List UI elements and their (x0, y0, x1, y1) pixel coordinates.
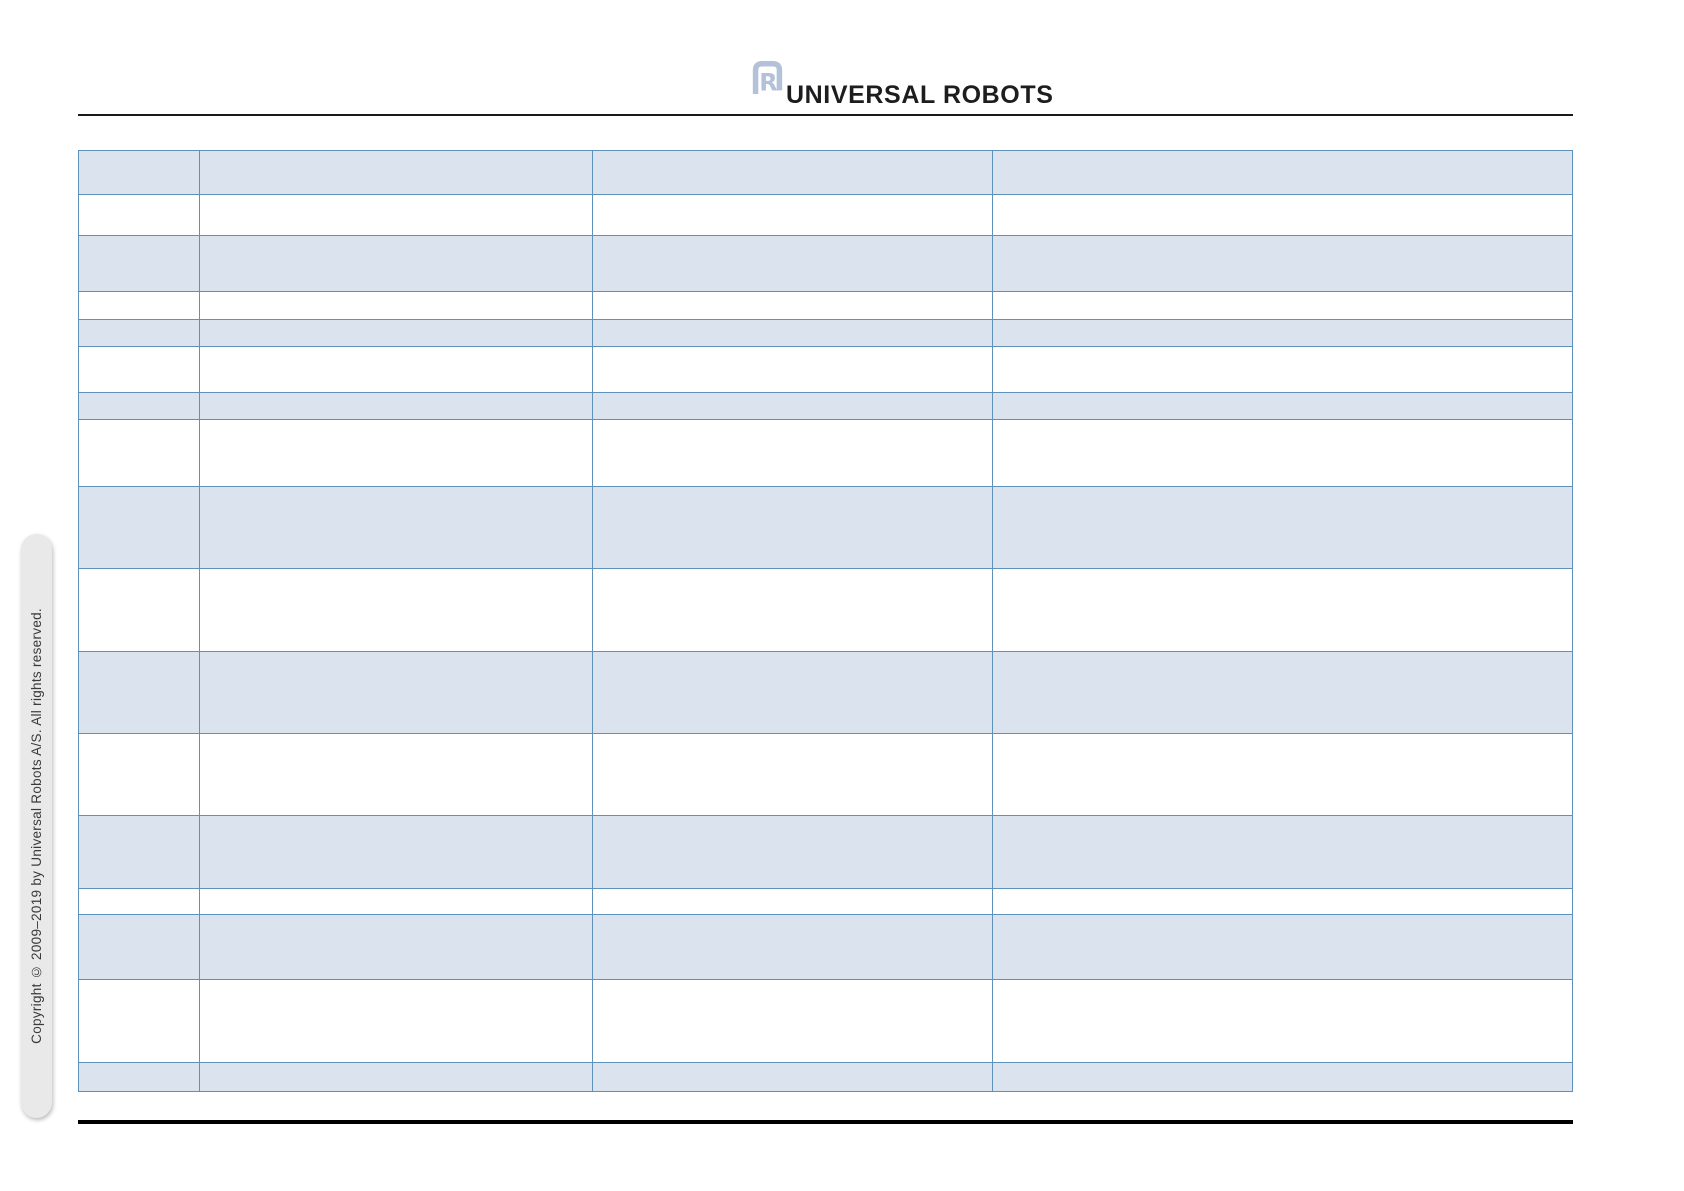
table-cell (593, 347, 993, 392)
table-cell (79, 236, 200, 291)
table-row (79, 915, 1572, 980)
table-cell (79, 320, 200, 346)
table-cell (200, 393, 594, 419)
table-cell (200, 569, 594, 651)
table-cell (200, 652, 594, 733)
table-cell (79, 980, 200, 1062)
table-cell (79, 569, 200, 651)
table-cell (79, 487, 200, 568)
table-row (79, 980, 1572, 1063)
table-cell (993, 734, 1572, 815)
table-cell (593, 734, 993, 815)
table-cell (200, 1063, 594, 1091)
table-row (79, 292, 1572, 320)
table-cell (200, 236, 594, 291)
table-cell (993, 236, 1572, 291)
table-row (79, 195, 1572, 236)
table-cell (200, 420, 594, 486)
table-cell (593, 816, 993, 888)
table-cell (200, 195, 594, 235)
table-cell (993, 569, 1572, 651)
table-row (79, 420, 1572, 487)
table-row (79, 1063, 1572, 1091)
table-cell (593, 393, 993, 419)
table-cell (993, 347, 1572, 392)
footer-rule (78, 1120, 1573, 1124)
table-row (79, 320, 1572, 347)
table-cell (200, 347, 594, 392)
table-cell (593, 487, 993, 568)
table-cell (200, 487, 594, 568)
table-cell (993, 292, 1572, 319)
table-cell (79, 195, 200, 235)
table-row (79, 569, 1572, 652)
table-cell (79, 151, 200, 194)
table-cell (593, 1063, 993, 1091)
table-cell (593, 652, 993, 733)
data-table (78, 150, 1573, 1092)
table-cell (993, 320, 1572, 346)
table-cell (79, 816, 200, 888)
table-cell (593, 151, 993, 194)
table-cell (593, 420, 993, 486)
table-cell (200, 734, 594, 815)
table-row (79, 816, 1572, 889)
table-cell (79, 915, 200, 979)
table-cell (200, 915, 594, 979)
table-cell (993, 151, 1572, 194)
table-cell (993, 420, 1572, 486)
table-cell (993, 816, 1572, 888)
table-row (79, 236, 1572, 292)
table-cell (993, 980, 1572, 1062)
header-rule (78, 114, 1573, 116)
table-cell (593, 292, 993, 319)
table-cell (79, 652, 200, 733)
table-cell (993, 393, 1572, 419)
table-cell (993, 652, 1572, 733)
table-cell (79, 889, 200, 914)
table-cell (200, 980, 594, 1062)
table-cell (993, 1063, 1572, 1091)
table-cell (200, 889, 594, 914)
table-cell (200, 816, 594, 888)
table-row (79, 487, 1572, 569)
table-cell (593, 980, 993, 1062)
table-cell (993, 915, 1572, 979)
copyright-text: Copyright © 2009–2019 by Universal Robot… (29, 608, 44, 1044)
table-cell (993, 195, 1572, 235)
table-row (79, 734, 1572, 816)
table-cell (593, 915, 993, 979)
table-cell (593, 195, 993, 235)
table-row (79, 347, 1572, 393)
table-cell (79, 734, 200, 815)
table-cell (79, 420, 200, 486)
table-cell (200, 292, 594, 319)
table-row (79, 151, 1572, 195)
brand-wordmark: UNIVERSAL ROBOTS (786, 81, 1054, 109)
table-row (79, 889, 1572, 915)
table-cell (593, 236, 993, 291)
table-cell (593, 889, 993, 914)
svg-text:R: R (759, 68, 777, 96)
table-cell (993, 487, 1572, 568)
table-cell (79, 1063, 200, 1091)
table-cell (79, 347, 200, 392)
table-row (79, 393, 1572, 420)
table-cell (79, 292, 200, 319)
table-cell (593, 569, 993, 651)
copyright-pill: Copyright © 2009–2019 by Universal Robot… (21, 534, 52, 1118)
table-cell (200, 151, 594, 194)
table-cell (593, 320, 993, 346)
table-cell (79, 393, 200, 419)
table-cell (200, 320, 594, 346)
ur-logo-icon: R (752, 61, 783, 96)
table-row (79, 652, 1572, 734)
table-cell (993, 889, 1572, 914)
